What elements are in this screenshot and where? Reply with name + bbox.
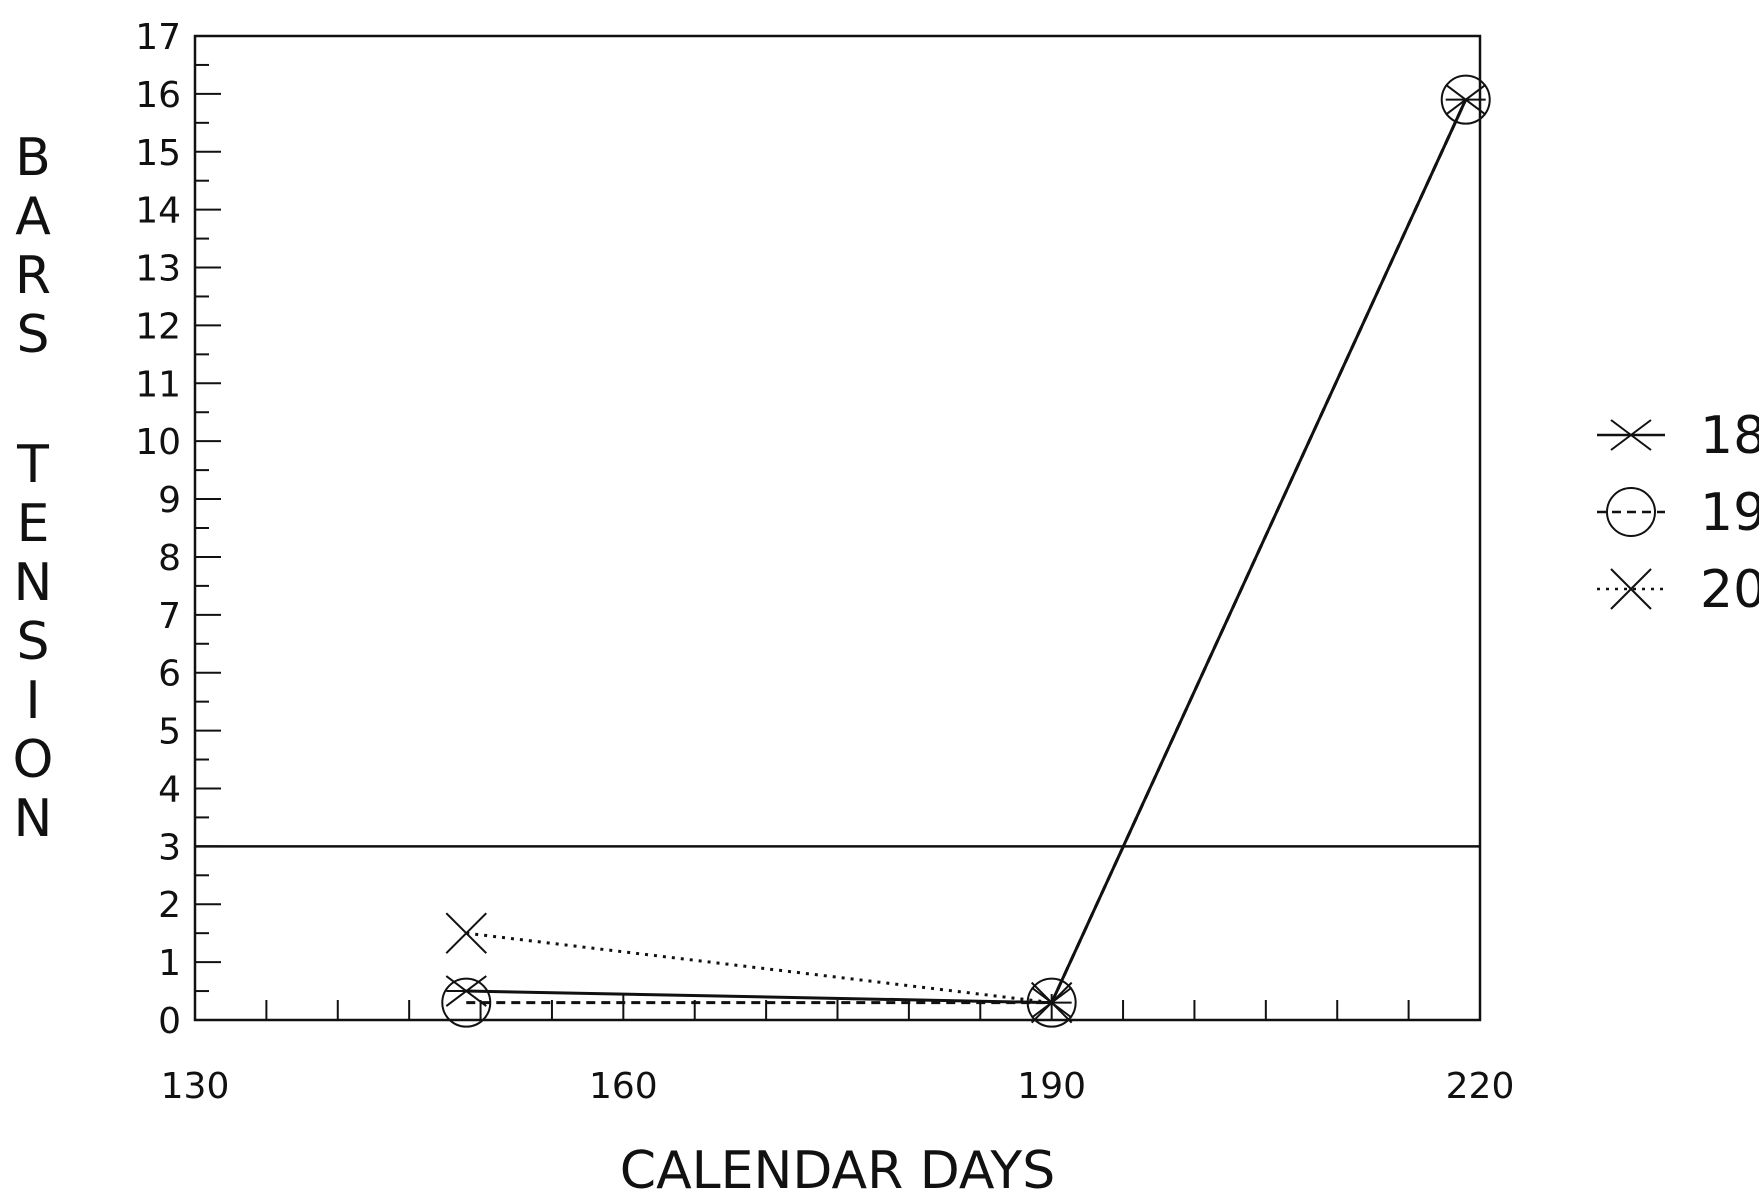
data-point-20 [1030,981,1073,1024]
y-tick-label: 8 [158,538,181,579]
y-axis-title-letter: S [16,305,49,365]
data-point-18 [1445,83,1487,116]
y-tick-label: 0 [158,1001,181,1042]
data-point-18 [445,975,487,1007]
y-tick-label: 12 [135,306,181,347]
data-point-19 [1026,977,1077,1028]
data-point-19 [441,977,492,1028]
x-tick-label: 190 [1017,1066,1086,1107]
y-tick-label: 13 [135,249,181,290]
marker-stroke [445,912,487,954]
circle-marker-shape [441,977,492,1028]
plot-frame [193,34,1482,1022]
series-line-19 [466,99,1468,1005]
circle-marker-shape [1606,487,1656,537]
y-tick-label: 5 [158,712,181,753]
legend: 18 19 20 [1597,406,1759,620]
y-tick-label: 14 [135,191,181,232]
y-tick-label: 11 [135,364,181,405]
y-axis-title-letter: B [15,128,51,188]
marker-stroke [1610,568,1652,610]
y-tick-label: 3 [158,827,181,868]
legend-marker-20 [1610,568,1652,610]
x-tick-label: 220 [1446,1066,1515,1107]
y-tick-label: 9 [158,480,181,521]
marker-stroke [1030,981,1073,1024]
y-tick-label: 16 [135,75,181,116]
y-axis-title-letter: R [15,246,51,306]
y-tick-label: 2 [158,885,181,926]
y-tick-label: 7 [158,596,181,637]
y-tick-label: 1 [158,943,181,984]
y-axis-title-letter: T [16,435,49,495]
y-axis-title-letter: E [17,494,50,554]
y-tick-label: 15 [135,133,181,174]
plot-border [193,34,1482,1022]
x-tick-label: 130 [161,1066,230,1107]
y-axis-title-letter: N [14,553,53,613]
legend-marker-18 [1610,419,1652,451]
legend-label-18: 18 [1700,406,1759,466]
y-tick-label: 4 [158,769,181,810]
circle-marker-shape [1440,74,1491,125]
x-axis-title: CALENDAR DAYS [620,1141,1055,1191]
y-axis-title-letter: S [16,612,49,672]
circle-marker-shape [1026,977,1077,1028]
series-markers [441,74,1491,1028]
series-line-18 [466,99,1468,1005]
legend-label-20: 20 [1700,560,1759,620]
data-point-20 [445,912,487,954]
series-lines [466,99,1468,1005]
y-axis-title-letter: A [15,187,51,247]
y-tick-label: 10 [135,422,181,463]
legend-label-19: 19 [1700,483,1759,543]
y-axis-title-letter: I [25,671,40,731]
data-point-19 [1440,74,1491,125]
y-tick-label: 17 [135,17,181,58]
y-axis-title-letter: N [14,789,53,849]
x-tick-label: 160 [589,1066,658,1107]
y-axis-title-letter: O [13,730,54,790]
legend-marker-19 [1606,487,1656,537]
x-axis-ticks: 130 160 190 220 [161,994,1515,1107]
y-tick-label: 6 [158,654,181,695]
